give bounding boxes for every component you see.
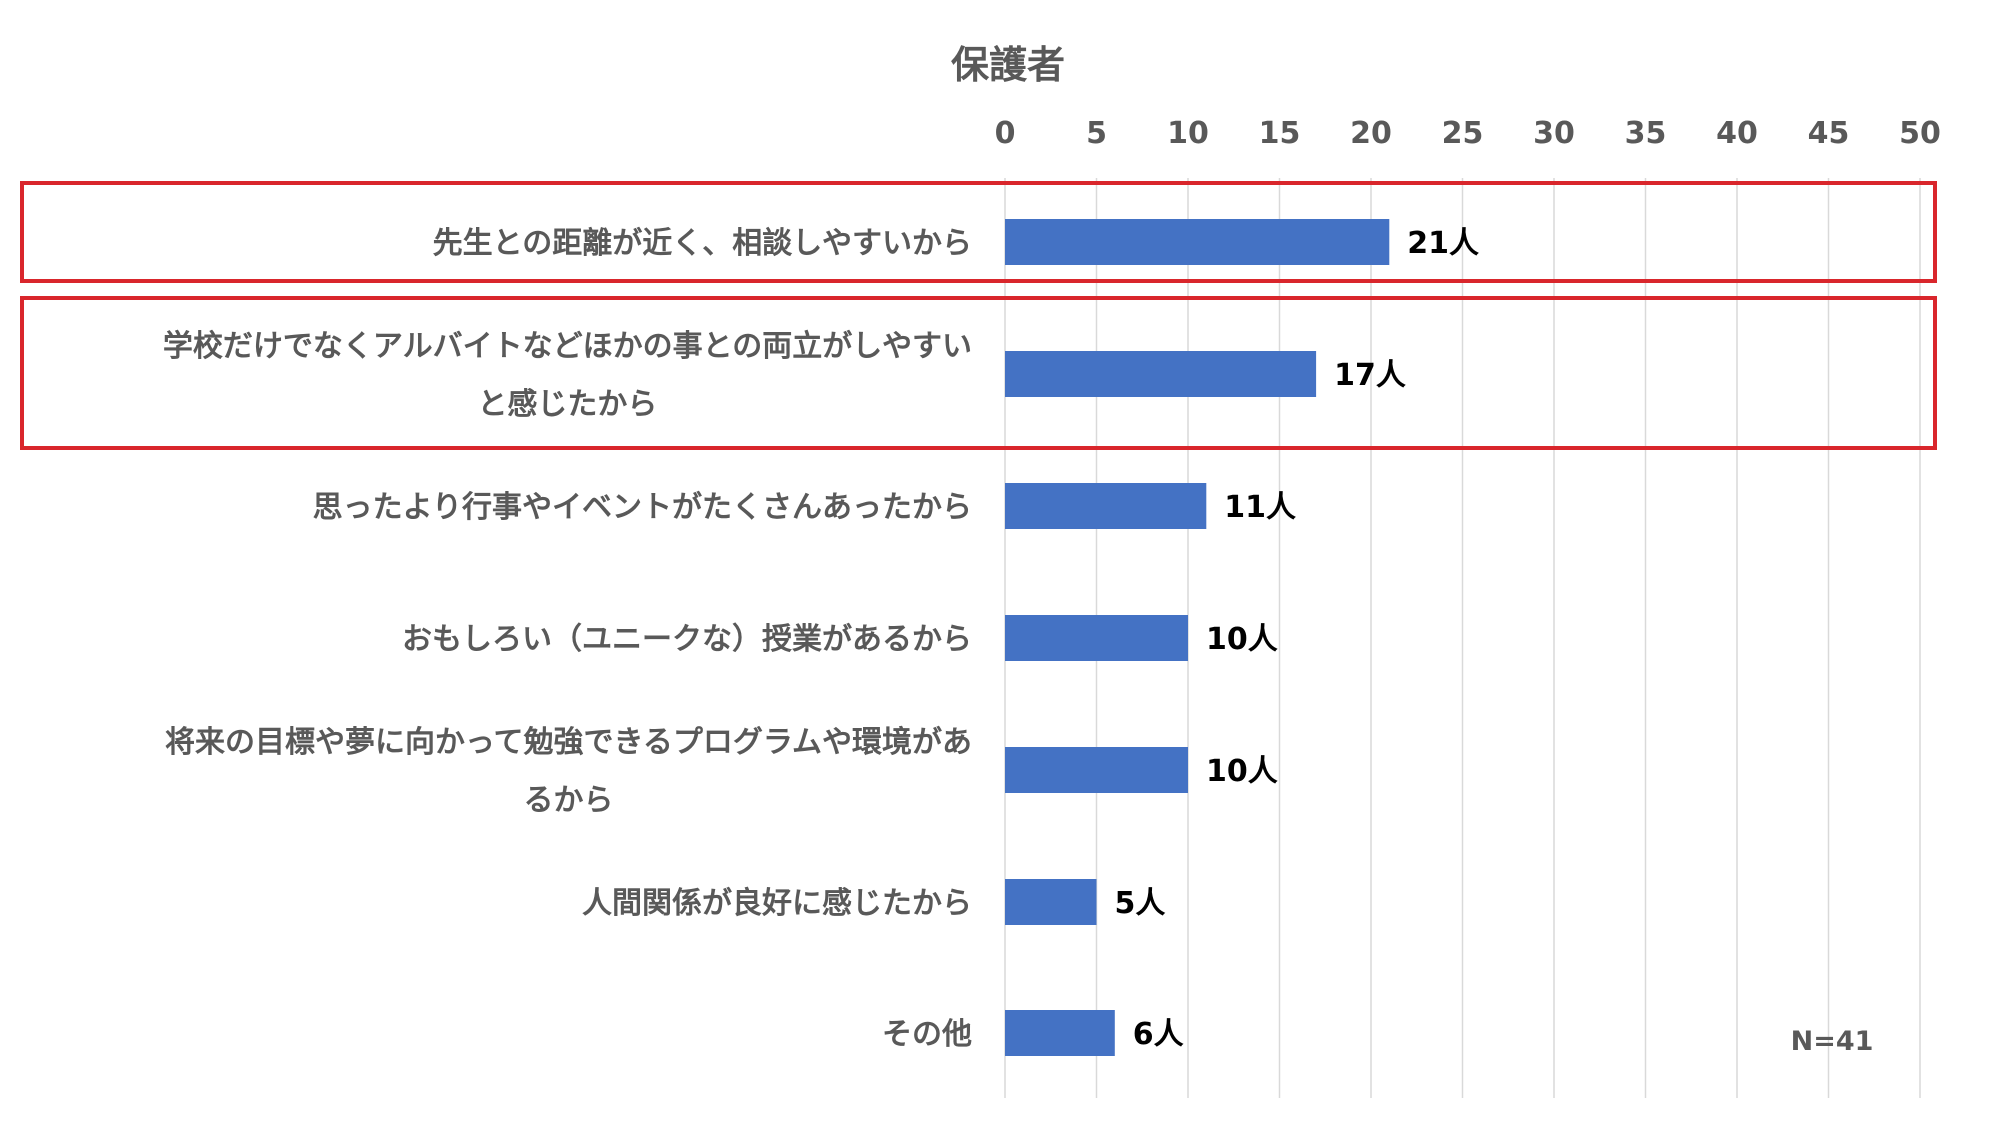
x-tick-label: 20: [1350, 116, 1392, 151]
bar-value-label: 10人: [1206, 754, 1278, 789]
bar: [1005, 1010, 1115, 1056]
bar-value-label: 5人: [1115, 886, 1166, 921]
category-label: 人間関係が良好に感じたから: [582, 886, 972, 921]
sample-size-annotation: N=41: [1791, 1026, 1874, 1057]
highlight-box: [20, 181, 1937, 283]
bar: [1005, 615, 1188, 661]
highlight-boxes: [20, 181, 1937, 450]
category-label: 学校だけでなくアルバイトなどほかの事との両立がしやすい: [163, 329, 972, 364]
category-label: 将来の目標や夢に向かって勉強できるプログラムや環境があ: [165, 725, 972, 760]
highlight-box: [20, 296, 1937, 450]
value-labels: 21人 17人 11人 10人 10人 5人 6人: [1115, 226, 1480, 1052]
x-tick-label: 15: [1259, 116, 1301, 151]
category-label: 先生との距離が近く、相談しやすいから: [433, 226, 972, 261]
x-tick-label: 45: [1808, 116, 1850, 151]
category-label: おもしろい（ユニークな）授業があるから: [402, 622, 972, 657]
category-label: 思ったより行事やイベントがたくさんあったから: [313, 490, 972, 525]
x-tick-label: 10: [1167, 116, 1209, 151]
x-axis-ticks: 0 5 10 15 20 25 30 35 40 45 50: [995, 116, 1941, 151]
category-label: と感じたから: [477, 387, 657, 422]
x-tick-label: 5: [1086, 116, 1107, 151]
grid-lines: [1004, 178, 1921, 1098]
chart-title: 保護者: [951, 43, 1065, 87]
category-labels: 先生との距離が近く、相談しやすいから学校だけでなくアルバイトなどほかの事との両立…: [163, 226, 972, 1052]
bar: [1005, 351, 1317, 397]
bar: [1005, 219, 1390, 265]
bar-value-label: 17人: [1334, 358, 1406, 393]
bar: [1005, 879, 1097, 925]
category-label: るから: [524, 783, 614, 818]
bar-value-label: 10人: [1206, 622, 1278, 657]
x-tick-label: 35: [1625, 116, 1667, 151]
bar: [1005, 483, 1207, 529]
x-tick-label: 50: [1899, 116, 1941, 151]
bar-value-label: 21人: [1407, 226, 1479, 261]
x-tick-label: 30: [1533, 116, 1575, 151]
x-tick-label: 0: [995, 116, 1016, 151]
category-label: その他: [882, 1017, 972, 1052]
bar-value-label: 11人: [1224, 490, 1296, 525]
bars: [1005, 219, 1390, 1056]
x-tick-label: 25: [1442, 116, 1484, 151]
bar: [1005, 747, 1188, 793]
x-tick-label: 40: [1716, 116, 1758, 151]
bar-value-label: 6人: [1133, 1017, 1184, 1052]
